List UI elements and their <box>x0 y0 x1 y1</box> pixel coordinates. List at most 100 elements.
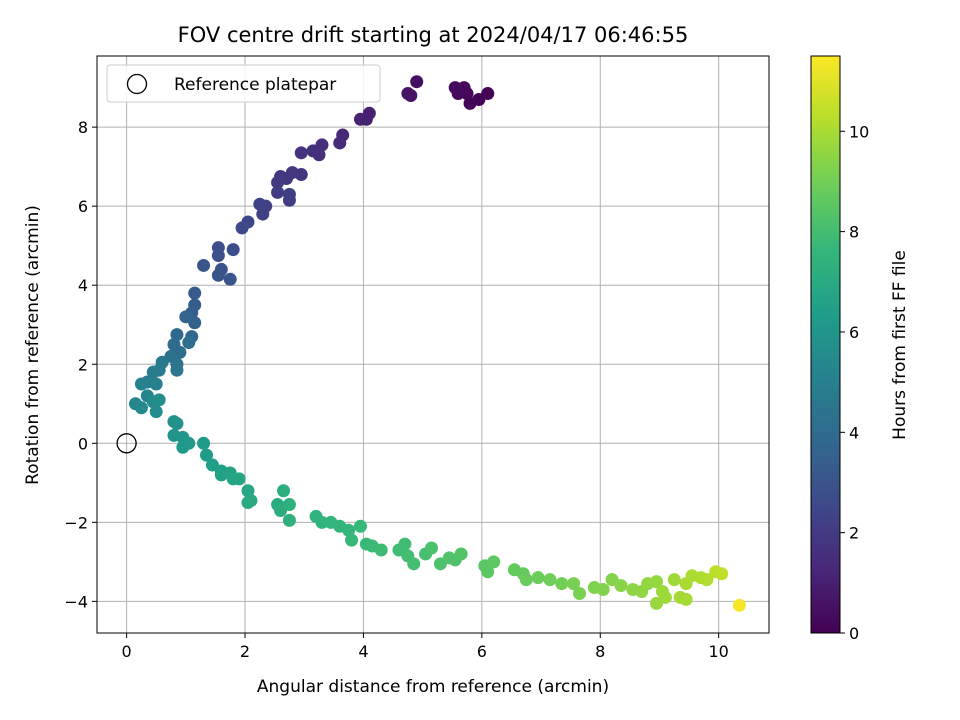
data-point <box>179 310 193 324</box>
x-tick-label: 4 <box>358 642 368 661</box>
x-tick-label: 10 <box>708 642 728 661</box>
reference-platepar-marker <box>116 433 137 454</box>
colorbar <box>810 55 841 634</box>
data-point <box>650 575 664 589</box>
data-point <box>700 573 714 587</box>
y-tick-label: −2 <box>64 513 88 532</box>
data-point <box>282 187 296 201</box>
data-point <box>271 185 285 199</box>
data-point <box>146 365 160 379</box>
data-point <box>271 175 285 189</box>
data-point <box>333 136 347 150</box>
data-point <box>342 523 356 537</box>
data-point <box>149 405 163 419</box>
data-point <box>374 543 388 557</box>
y-tick-label: 8 <box>78 118 88 137</box>
y-tick-label: 4 <box>78 276 88 295</box>
data-point <box>543 573 557 587</box>
data-point <box>345 533 359 547</box>
data-point <box>658 590 672 604</box>
data-point <box>200 448 214 462</box>
data-point <box>253 197 267 211</box>
data-point <box>715 567 729 581</box>
legend-marker-reference <box>126 73 148 95</box>
colorbar-tick-label: 8 <box>849 223 859 242</box>
colorbar-ticks: 0 2 4 6 8 10 <box>840 122 869 643</box>
x-axis-label: Angular distance from reference (arcmin) <box>257 677 609 697</box>
grid-lines <box>97 56 769 633</box>
data-point <box>188 286 202 300</box>
data-point <box>732 598 746 612</box>
data-point <box>170 328 184 342</box>
data-point <box>223 272 237 286</box>
data-point <box>152 393 166 407</box>
y-tick-label: 6 <box>78 197 88 216</box>
data-point <box>407 557 421 571</box>
legend-label-reference: Reference platepar <box>174 75 336 95</box>
data-point <box>410 75 424 89</box>
y-tick-label: −4 <box>64 592 88 611</box>
y-tick-label: 2 <box>78 355 88 374</box>
data-point <box>567 577 581 591</box>
data-point <box>531 571 545 585</box>
data-point <box>519 573 533 587</box>
data-point <box>448 81 462 95</box>
data-point <box>282 498 296 512</box>
colorbar-tick-label: 6 <box>849 323 859 342</box>
colorbar-tick-label: 4 <box>849 423 859 442</box>
data-point <box>282 513 296 527</box>
data-point <box>555 577 569 591</box>
data-point <box>353 519 367 533</box>
data-point <box>454 547 468 561</box>
x-axis-ticks: 0 2 4 6 8 10 <box>122 633 729 661</box>
data-point <box>277 484 291 498</box>
data-point <box>401 87 415 101</box>
x-tick-label: 6 <box>477 642 487 661</box>
y-tick-label: 0 <box>78 434 88 453</box>
plot-frame <box>96 55 770 634</box>
data-point <box>226 243 240 257</box>
data-point <box>425 541 439 555</box>
data-point <box>256 207 270 221</box>
data-point <box>398 537 412 551</box>
data-point <box>182 336 196 350</box>
colorbar-tick-label: 10 <box>849 122 869 141</box>
data-point <box>211 268 225 282</box>
legend-box <box>106 64 381 103</box>
data-point <box>679 592 693 606</box>
data-point <box>235 221 249 235</box>
data-points <box>116 75 746 612</box>
data-point <box>315 515 329 529</box>
colorbar-tick-label: 0 <box>849 624 859 643</box>
data-point <box>197 436 211 450</box>
data-point <box>573 586 587 600</box>
y-axis-label: Rotation from reference (arcmin) <box>23 205 43 485</box>
data-point <box>667 573 681 587</box>
data-point <box>463 96 477 110</box>
data-point <box>149 377 163 391</box>
colorbar-tick-label: 2 <box>849 524 859 543</box>
data-point <box>232 472 246 486</box>
legend: Reference platepar <box>106 64 381 103</box>
data-point <box>170 363 184 377</box>
data-point <box>353 112 367 126</box>
data-point <box>241 484 255 498</box>
data-point <box>241 496 255 510</box>
data-point <box>176 440 190 454</box>
data-point <box>306 144 320 158</box>
data-point <box>134 401 148 415</box>
x-tick-label: 0 <box>122 642 132 661</box>
data-point <box>487 555 501 569</box>
x-tick-label: 2 <box>240 642 250 661</box>
data-point <box>170 417 184 431</box>
data-point <box>134 377 148 391</box>
data-point <box>481 565 495 579</box>
chart-title: FOV centre drift starting at 2024/04/17 … <box>178 23 689 47</box>
x-tick-label: 8 <box>595 642 605 661</box>
data-point <box>294 146 308 160</box>
colorbar-label: Hours from first FF file <box>890 250 910 440</box>
data-point <box>211 249 225 263</box>
y-axis-ticks: −4 −2 0 2 4 6 8 <box>64 118 97 611</box>
data-point <box>596 583 610 597</box>
